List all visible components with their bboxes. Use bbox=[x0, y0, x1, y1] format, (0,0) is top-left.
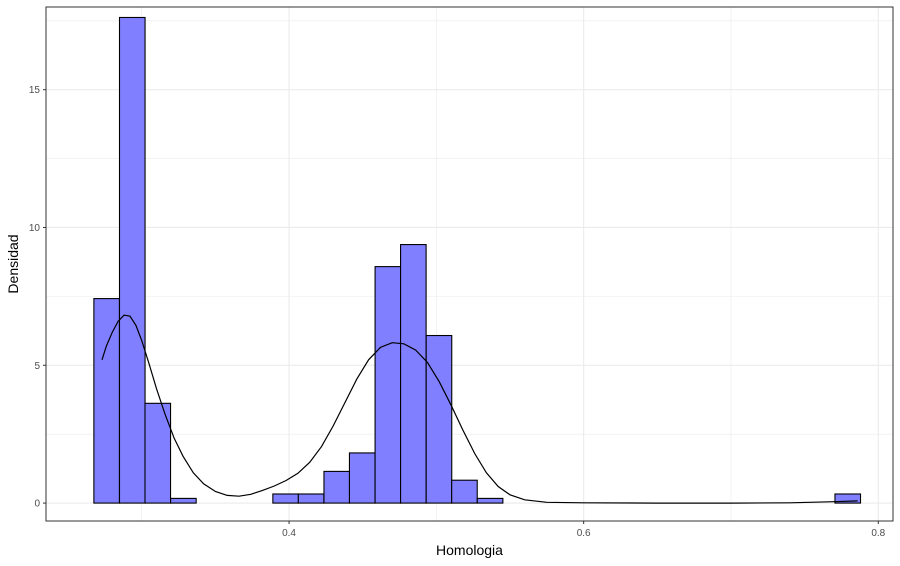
density-curve-layer bbox=[101, 314, 858, 504]
density-curve bbox=[101, 314, 858, 504]
histogram-bar bbox=[348, 452, 376, 504]
x-axis-title: Homologia bbox=[436, 542, 503, 558]
histogram-bar bbox=[374, 266, 402, 504]
histogram-bar bbox=[297, 493, 325, 504]
y-tick-label: 0 bbox=[34, 499, 40, 510]
y-axis-ticks: 0 5 10 15 bbox=[29, 85, 46, 510]
y-tick-label: 10 bbox=[29, 223, 41, 234]
histogram-bar bbox=[323, 470, 351, 504]
histogram-bar bbox=[834, 493, 862, 504]
x-tick-label: 0.4 bbox=[282, 528, 296, 539]
histogram-bar bbox=[93, 298, 120, 504]
x-tick-label: 0.6 bbox=[577, 528, 591, 539]
histogram-bars bbox=[93, 16, 862, 504]
y-axis-title: Densidad bbox=[5, 234, 21, 293]
x-tick-label: 0.8 bbox=[871, 528, 885, 539]
histogram-bar bbox=[272, 493, 299, 504]
histogram-bar bbox=[118, 16, 146, 504]
histogram-bar bbox=[400, 244, 427, 504]
panel-border bbox=[45, 6, 894, 522]
y-tick-label: 5 bbox=[34, 361, 40, 372]
histogram-bar bbox=[476, 497, 504, 504]
histogram-bar bbox=[425, 334, 453, 504]
x-axis-ticks: 0.4 0.6 0.8 bbox=[282, 521, 886, 539]
y-tick-label: 15 bbox=[29, 85, 41, 96]
histogram-bar bbox=[144, 402, 172, 504]
histogram-bar bbox=[170, 497, 197, 504]
histogram-bar bbox=[451, 479, 478, 504]
